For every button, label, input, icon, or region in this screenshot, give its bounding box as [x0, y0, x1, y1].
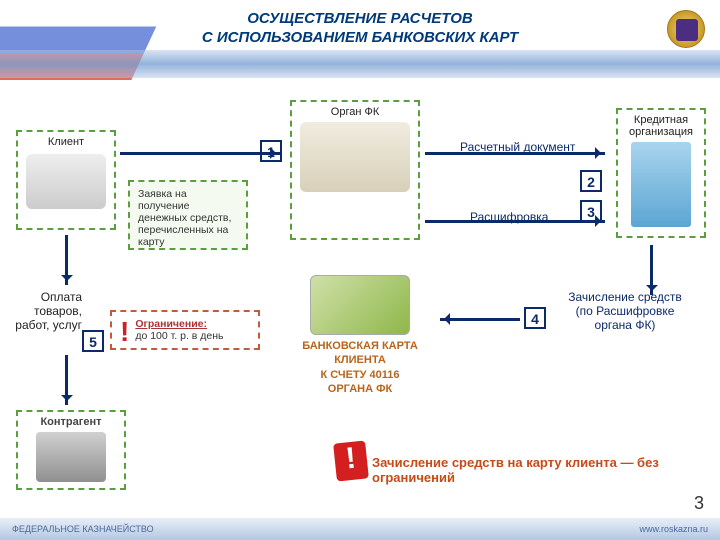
arrow-client-down — [65, 235, 68, 285]
people-icon — [26, 154, 106, 209]
callcenter-icon — [300, 122, 410, 192]
node-credit: Кредитная организация — [616, 108, 706, 238]
header-band — [0, 50, 720, 78]
arrow-2a — [425, 152, 605, 155]
node-organ: Орган ФК — [290, 100, 420, 240]
node-card: БАНКОВСКАЯ КАРТА КЛИЕНТА К СЧЕТУ 40116 О… — [285, 275, 435, 385]
title-line2: С ИСПОЛЬЗОВАНИЕМ БАНКОВСКИХ КАРТ — [0, 29, 720, 48]
limit-title: Ограничение: — [135, 318, 207, 330]
footer-left: ФЕДЕРАЛЬНОЕ КАЗНАЧЕЙСТВО — [12, 524, 154, 534]
building-icon — [631, 142, 691, 227]
card-text: БАНКОВСКАЯ КАРТА КЛИЕНТА К СЧЕТУ 40116 О… — [285, 339, 435, 396]
pos-terminal-icon — [36, 432, 106, 482]
alert-icon: ! — [333, 440, 369, 481]
node-credit-label: Кредитная организация — [622, 114, 700, 138]
node-agent-label: Контрагент — [22, 416, 120, 428]
node-client-label: Клиент — [22, 136, 110, 148]
footer-right: www.roskazna.ru — [639, 524, 708, 534]
request-note: Заявка на получение денежных средств, пе… — [128, 180, 248, 250]
step-4: 4 — [524, 307, 546, 329]
flow-pay-goods: Оплата товаров, работ, услуг — [12, 290, 82, 332]
bank-card-icon — [310, 275, 410, 335]
arrow-5-down — [65, 355, 68, 405]
arrow-4-down — [650, 245, 653, 295]
step-2: 2 — [580, 170, 602, 192]
limit-note: ! Ограничение: до 100 т. р. в день — [110, 310, 260, 350]
title-line1: ОСУЩЕСТВЛЕНИЕ РАСЧЕТОВ — [0, 10, 720, 29]
step-5: 5 — [82, 330, 104, 352]
flow-credit-funds: Зачисление средств (по Расшифровке орган… — [560, 290, 690, 332]
page-title: ОСУЩЕСТВЛЕНИЕ РАСЧЕТОВ С ИСПОЛЬЗОВАНИЕМ … — [0, 10, 720, 48]
node-client: Клиент — [16, 130, 116, 230]
arrow-1 — [120, 152, 280, 155]
exclamation-icon: ! — [120, 318, 129, 346]
page-number: 3 — [694, 493, 704, 514]
node-agent: Контрагент — [16, 410, 126, 490]
bottom-note: Зачисление средств на карту клиента — бе… — [372, 455, 720, 485]
node-organ-label: Орган ФК — [296, 106, 414, 118]
footer: ФЕДЕРАЛЬНОЕ КАЗНАЧЕЙСТВО www.roskazna.ru — [0, 518, 720, 540]
arrow-4-left — [440, 318, 520, 321]
arrow-3a — [425, 220, 605, 223]
limit-text: до 100 т. р. в день — [135, 330, 223, 342]
